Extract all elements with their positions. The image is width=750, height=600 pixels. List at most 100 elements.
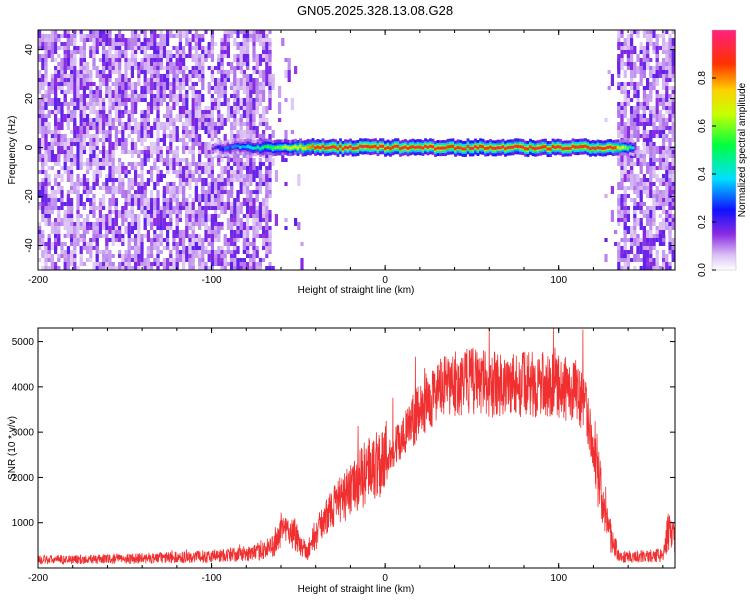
heatmap-cell <box>207 202 211 206</box>
heatmap-cell <box>198 206 202 218</box>
heatmap-cell <box>639 114 643 122</box>
heatmap-cell <box>134 162 138 166</box>
heatmap-cell <box>626 118 630 130</box>
heatmap-cell <box>249 166 253 174</box>
heatmap-cell <box>79 246 83 250</box>
heatmap-cell <box>258 222 262 230</box>
heatmap-cell <box>671 102 675 114</box>
heatmap-cell <box>47 218 51 226</box>
heatmap-cell <box>244 145 247 149</box>
heatmap-cell <box>108 266 112 270</box>
heatmap-cell <box>265 82 269 86</box>
x-tick-label: 100 <box>550 573 567 584</box>
heatmap-cell <box>169 210 173 214</box>
heatmap-cell <box>239 202 243 214</box>
heatmap-cell <box>633 214 637 218</box>
heatmap-cell <box>98 122 102 134</box>
heatmap-cell <box>79 130 83 142</box>
heatmap-cell <box>146 210 150 214</box>
colorbar-label: Normalized spectral amplitude <box>737 82 748 217</box>
heatmap-cell <box>561 147 565 151</box>
heatmap-cell <box>262 46 266 50</box>
heatmap-cell <box>299 144 302 148</box>
y-tick-label: 3000 <box>12 428 35 439</box>
heatmap-cell <box>198 94 202 102</box>
heatmap-cell <box>79 114 83 126</box>
heatmap-cell <box>82 242 86 246</box>
heatmap-cell <box>246 214 250 218</box>
heatmap-cell <box>226 262 230 266</box>
heatmap-cell <box>236 144 240 148</box>
heatmap-cell <box>262 70 266 82</box>
heatmap-cell <box>102 50 106 54</box>
heatmap-cell <box>239 145 242 149</box>
heatmap-cell <box>504 147 507 151</box>
heatmap-cell <box>98 262 102 270</box>
heatmap-cell <box>623 70 627 78</box>
heatmap-cell <box>169 30 173 38</box>
heatmap-cell <box>262 114 266 122</box>
heatmap-cell <box>226 78 230 82</box>
heatmap-cell <box>118 254 122 258</box>
heatmap-cell <box>639 134 643 138</box>
heatmap-cell <box>50 98 54 106</box>
heatmap-cell <box>182 186 186 198</box>
heatmap-cell <box>150 126 154 138</box>
heatmap-cell <box>265 158 269 162</box>
heatmap-cell <box>153 66 157 70</box>
heatmap-cell <box>63 82 67 86</box>
heatmap-cell <box>255 70 259 74</box>
heatmap-cell <box>611 146 615 150</box>
heatmap-cell <box>182 70 186 82</box>
x-tick-label: 100 <box>550 275 567 286</box>
heatmap-cell <box>633 82 637 90</box>
heatmap-cell <box>201 118 205 122</box>
heatmap-cell <box>150 70 154 74</box>
heatmap-cell <box>246 198 250 202</box>
heatmap-cell <box>346 146 350 150</box>
heatmap-cell <box>191 94 195 98</box>
heatmap-cell <box>86 186 90 190</box>
heatmap-cell <box>268 262 272 266</box>
heatmap-cell <box>207 166 211 178</box>
heatmap-cell <box>166 186 170 194</box>
heatmap-cell <box>246 250 250 254</box>
heatmap-cell <box>614 146 617 150</box>
heatmap-cell <box>252 34 256 42</box>
heatmap-cell <box>185 30 189 42</box>
heatmap-cell <box>105 238 109 246</box>
heatmap-cell <box>76 78 80 90</box>
heatmap-cell <box>38 170 42 174</box>
heatmap-cell <box>242 54 246 66</box>
heatmap-cell <box>159 138 163 142</box>
heatmap-cell <box>130 114 134 122</box>
heatmap-cell <box>102 30 106 34</box>
heatmap-cell <box>239 118 243 122</box>
heatmap-cell <box>182 158 186 162</box>
heatmap-cell <box>233 238 237 242</box>
heatmap-cell <box>127 234 131 238</box>
heatmap-cell <box>38 90 42 94</box>
heatmap-cell <box>63 158 67 162</box>
heatmap-cell <box>204 58 208 62</box>
heatmap-cell <box>424 144 427 148</box>
heatmap-cell <box>233 66 237 74</box>
heatmap-cell <box>546 147 550 151</box>
heatmap-cell <box>153 218 157 226</box>
heatmap-cell <box>146 82 150 86</box>
heatmap-cell <box>166 150 170 154</box>
heatmap-cell <box>166 62 170 66</box>
heatmap-cell <box>236 134 240 138</box>
heatmap-cell <box>242 262 246 270</box>
heatmap-cell <box>226 154 230 162</box>
heatmap-cell <box>509 145 512 149</box>
heatmap-cell <box>326 146 330 150</box>
snr-series-line <box>38 328 675 565</box>
heatmap-cell <box>63 262 67 270</box>
heatmap-cell <box>95 134 99 146</box>
heatmap-cell <box>501 145 505 149</box>
heatmap-cell <box>108 102 112 106</box>
heatmap-cell <box>188 210 192 214</box>
heatmap-cell <box>182 146 186 154</box>
heatmap-cell <box>616 145 620 149</box>
